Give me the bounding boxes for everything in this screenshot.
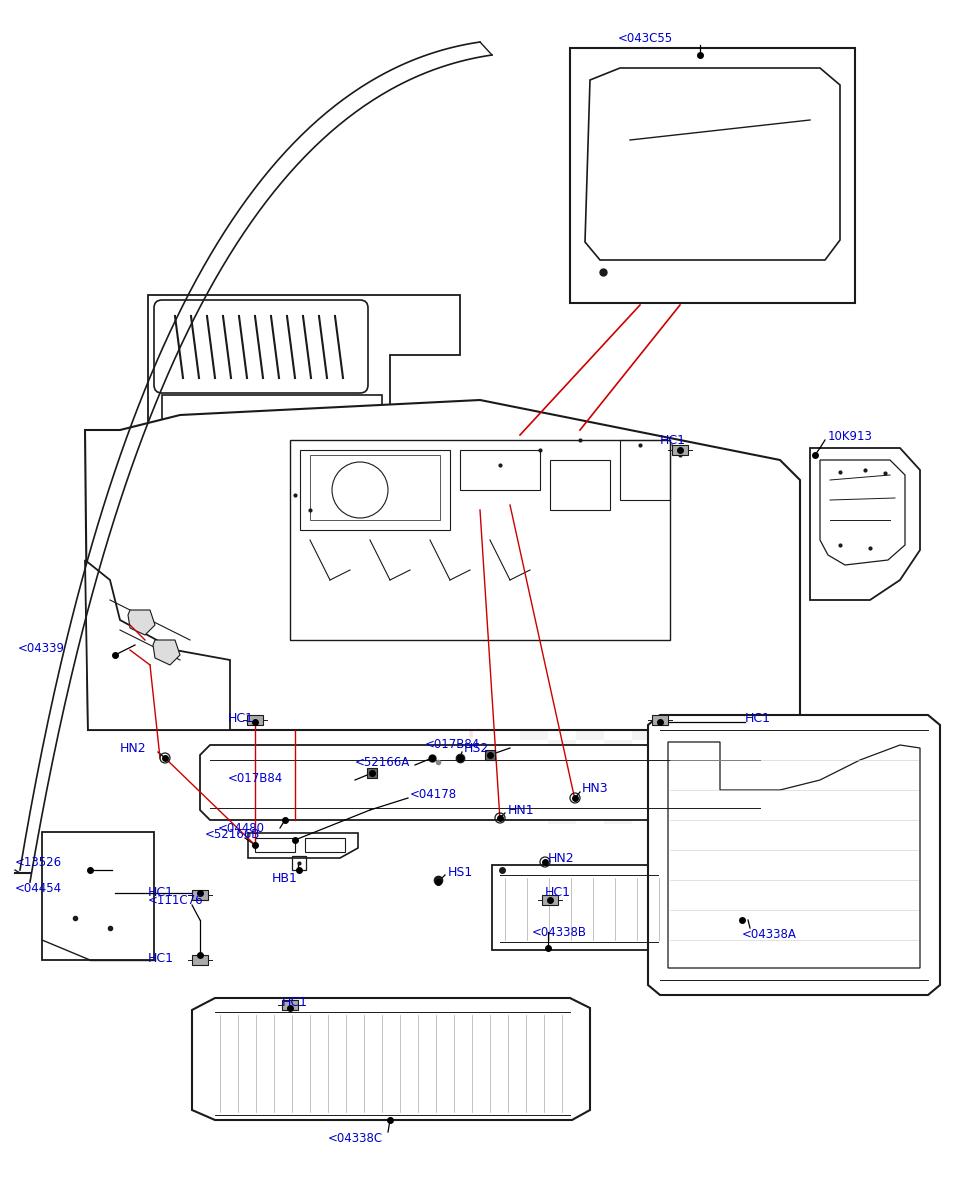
Bar — [520, 656, 548, 684]
Bar — [192, 890, 208, 900]
Bar — [716, 796, 744, 824]
Bar — [660, 796, 688, 824]
Text: 10K913: 10K913 — [828, 431, 873, 444]
Bar — [632, 712, 660, 740]
Bar — [520, 600, 548, 628]
Polygon shape — [85, 400, 800, 730]
Polygon shape — [648, 715, 940, 995]
Bar — [604, 628, 632, 656]
Bar — [688, 600, 716, 628]
Bar — [520, 768, 548, 796]
Text: <04454: <04454 — [15, 882, 62, 894]
Bar — [620, 440, 670, 500]
Text: <017B84: <017B84 — [228, 772, 284, 785]
Polygon shape — [810, 448, 920, 600]
Text: <04339: <04339 — [18, 642, 65, 654]
Bar — [632, 768, 660, 796]
Polygon shape — [192, 998, 590, 1120]
Bar — [604, 740, 632, 768]
Text: HC1: HC1 — [148, 952, 174, 965]
Bar — [305, 838, 345, 852]
Text: <52166B: <52166B — [205, 828, 261, 841]
Bar — [550, 460, 610, 510]
Bar — [492, 865, 667, 950]
Bar — [660, 628, 688, 656]
Text: scuderia: scuderia — [239, 592, 719, 689]
Bar — [300, 450, 450, 530]
Text: HN3: HN3 — [582, 782, 608, 796]
Bar — [548, 740, 576, 768]
Bar — [576, 768, 604, 796]
Text: <04178: <04178 — [410, 788, 457, 802]
Bar — [688, 712, 716, 740]
Bar — [255, 838, 295, 852]
Bar — [604, 796, 632, 824]
Text: HC1: HC1 — [745, 712, 771, 725]
Bar — [542, 895, 558, 905]
Text: HS1: HS1 — [448, 865, 473, 878]
Polygon shape — [148, 295, 460, 460]
Polygon shape — [248, 833, 358, 858]
Text: HC1: HC1 — [228, 712, 254, 725]
FancyBboxPatch shape — [154, 300, 368, 392]
Bar — [282, 1000, 298, 1010]
Bar — [548, 628, 576, 656]
Text: <52166A: <52166A — [355, 756, 410, 768]
Text: HB1: HB1 — [272, 871, 298, 884]
Text: HS2: HS2 — [464, 742, 490, 755]
Bar — [716, 684, 744, 712]
Bar — [576, 600, 604, 628]
Bar — [548, 796, 576, 824]
Bar — [548, 684, 576, 712]
Text: <04338A: <04338A — [742, 929, 797, 942]
Bar — [672, 445, 688, 455]
Bar — [576, 712, 604, 740]
Bar — [652, 715, 668, 725]
Polygon shape — [128, 610, 155, 635]
Bar — [716, 740, 744, 768]
Bar — [716, 628, 744, 656]
Text: HC1: HC1 — [545, 886, 571, 899]
Bar — [460, 450, 540, 490]
Bar — [290, 440, 670, 640]
Bar — [576, 656, 604, 684]
Bar — [485, 750, 495, 760]
Text: HC1: HC1 — [282, 996, 308, 1008]
Text: HN2: HN2 — [120, 742, 147, 755]
Polygon shape — [200, 745, 770, 820]
Text: c a r   p a r t s: c a r p a r t s — [353, 703, 605, 737]
Bar — [604, 684, 632, 712]
Text: <04338C: <04338C — [328, 1132, 383, 1145]
Bar — [660, 684, 688, 712]
Text: <13526: <13526 — [15, 856, 62, 869]
Text: HN2: HN2 — [548, 852, 575, 864]
Bar — [632, 656, 660, 684]
Bar — [310, 455, 440, 520]
Polygon shape — [85, 560, 230, 730]
Text: HC1: HC1 — [660, 433, 686, 446]
Bar — [292, 856, 306, 870]
Bar — [660, 740, 688, 768]
Bar — [688, 768, 716, 796]
Bar — [688, 656, 716, 684]
Text: <04480: <04480 — [218, 822, 265, 834]
Bar — [570, 48, 855, 302]
Text: <043C55: <043C55 — [618, 31, 673, 44]
Bar — [42, 832, 154, 960]
Polygon shape — [153, 640, 180, 665]
Bar — [632, 600, 660, 628]
Text: HN1: HN1 — [508, 804, 535, 816]
Bar — [367, 768, 377, 778]
Text: HC1: HC1 — [148, 887, 174, 900]
Bar — [162, 395, 382, 450]
Bar — [520, 712, 548, 740]
Polygon shape — [585, 68, 840, 260]
Bar — [247, 715, 263, 725]
Text: <017B84: <017B84 — [425, 738, 480, 751]
Bar — [192, 955, 208, 965]
Text: <04338B: <04338B — [532, 925, 587, 938]
Text: <111C76: <111C76 — [148, 894, 204, 906]
